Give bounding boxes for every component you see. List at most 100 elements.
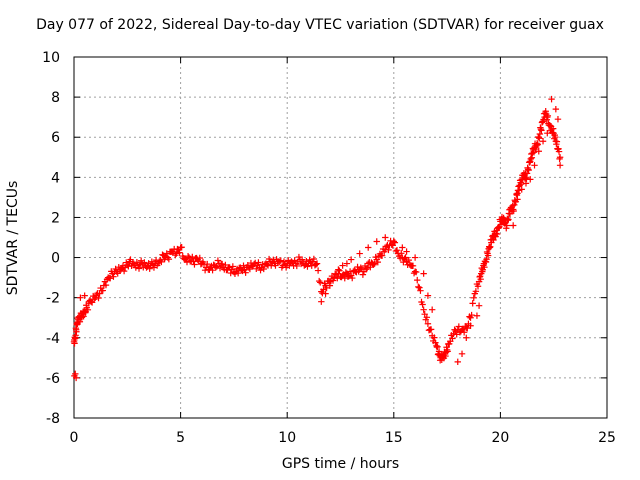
data-point	[494, 230, 501, 238]
data-point	[342, 269, 350, 276]
data-point	[536, 130, 544, 138]
data-point	[370, 261, 377, 268]
data-point	[483, 256, 490, 263]
data-point	[95, 294, 102, 302]
data-point	[227, 269, 234, 277]
data-point	[255, 259, 262, 266]
data-point	[165, 255, 173, 263]
data-point	[99, 287, 106, 294]
data-point	[326, 282, 334, 289]
data-point	[555, 148, 563, 155]
data-point	[556, 154, 564, 161]
data-point	[449, 335, 456, 342]
data-point	[114, 270, 121, 277]
data-point	[481, 263, 488, 271]
data-point	[329, 277, 337, 284]
data-point	[554, 115, 562, 123]
data-point	[514, 196, 521, 203]
data-point	[460, 329, 468, 336]
data-point	[539, 138, 547, 145]
data-point	[419, 301, 426, 308]
data-point	[362, 266, 370, 273]
data-point	[458, 350, 466, 358]
data-point	[399, 244, 406, 251]
data-point	[174, 245, 181, 253]
data-point	[314, 267, 322, 274]
data-point	[548, 95, 555, 103]
y-tick-label: -4	[46, 331, 60, 347]
data-point	[374, 258, 382, 266]
data-point	[414, 276, 421, 284]
data-point	[102, 281, 110, 289]
data-point	[310, 255, 318, 263]
y-tick-label: -2	[46, 291, 60, 307]
data-point	[365, 244, 372, 251]
data-point	[411, 254, 419, 261]
data-point	[357, 264, 364, 271]
data-point	[176, 249, 183, 256]
x-tick-label: 10	[278, 430, 296, 446]
y-tick-label: 6	[51, 130, 60, 146]
data-point	[403, 248, 410, 255]
data-point	[347, 256, 355, 263]
data-point	[349, 274, 356, 282]
data-point	[469, 300, 476, 307]
data-point	[373, 238, 380, 245]
data-point	[467, 322, 474, 329]
data-point	[341, 274, 348, 282]
data-point	[288, 258, 295, 265]
chart-title: Day 077 of 2022, Sidereal Day-to-day VTE…	[36, 17, 604, 33]
data-point	[209, 266, 216, 274]
data-point	[387, 237, 394, 245]
x-tick-label: 25	[598, 430, 616, 446]
data-point	[477, 276, 484, 283]
data-point	[184, 253, 192, 260]
data-point	[473, 312, 481, 319]
data-point	[363, 264, 371, 272]
data-point	[143, 264, 150, 271]
data-point	[344, 273, 352, 280]
data-point	[556, 162, 564, 169]
y-tick-label: 0	[51, 251, 60, 267]
data-point	[356, 250, 363, 257]
data-point	[304, 263, 311, 270]
data-point	[509, 222, 517, 229]
data-point	[391, 239, 399, 246]
data-point	[272, 262, 279, 269]
data-point	[124, 261, 131, 269]
x-axis-label: GPS time / hours	[281, 456, 400, 472]
data-point	[339, 262, 346, 269]
data-point	[523, 170, 531, 177]
data-point	[291, 257, 298, 264]
data-point	[130, 260, 137, 267]
data-point	[245, 264, 253, 271]
data-point	[191, 261, 198, 268]
data-point	[415, 283, 422, 291]
data-point	[343, 260, 351, 267]
data-point	[185, 254, 193, 261]
data-point	[313, 260, 321, 267]
data-point	[178, 244, 185, 251]
data-point	[214, 257, 222, 264]
data-point	[146, 265, 153, 272]
data-point	[322, 290, 329, 297]
data-point	[318, 298, 325, 305]
y-tick-label: -8	[46, 411, 60, 427]
data-point	[218, 260, 226, 268]
data-point	[544, 130, 551, 137]
data-point	[242, 269, 249, 276]
data-point	[444, 348, 451, 355]
data-point	[298, 256, 306, 263]
data-point	[552, 105, 560, 113]
data-point	[505, 216, 512, 223]
data-point	[405, 256, 412, 264]
data-point	[234, 269, 242, 277]
data-point	[527, 176, 534, 183]
y-tick-label: 2	[51, 210, 60, 226]
data-point	[420, 270, 427, 277]
y-tick-label: 8	[51, 90, 60, 106]
data-point	[455, 323, 463, 330]
data-point	[336, 267, 343, 274]
data-point	[72, 374, 80, 382]
data-point	[383, 243, 390, 250]
